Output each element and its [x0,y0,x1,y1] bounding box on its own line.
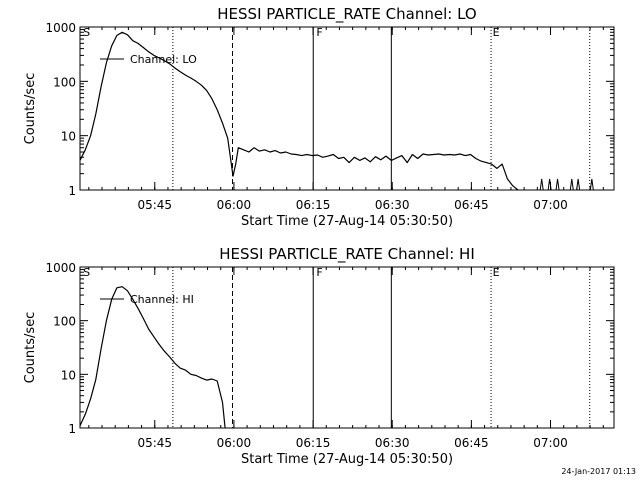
x-tick-label: 06:30 [375,436,410,450]
x-tick-label: 06:15 [296,198,331,212]
legend-label: Channel: HI [130,293,194,306]
flag-label: F [316,266,322,279]
spike-mark [569,178,574,191]
series-line [79,31,519,191]
y-tick-label: 1 [68,422,76,436]
y-tick-label: 100 [53,75,76,89]
flag-label: E [493,266,500,279]
x-tick-label: 06:45 [454,198,489,212]
chart-title: HESSI PARTICLE_RATE Channel: HI [219,245,475,264]
x-tick-label: 05:45 [137,436,172,450]
spike-mark [539,178,544,191]
panel-channel-hi: HESSI PARTICLE_RATE Channel: HI Start Ti… [23,245,615,467]
x-axis-label: Start Time (27-Aug-14 05:30:50) [241,452,453,467]
legend-label: Channel: LO [130,53,197,66]
x-tick-label: 06:00 [217,198,252,212]
x-tick-label: 07:00 [533,198,568,212]
y-axis-label: Counts/sec [23,73,38,145]
y-tick-label: 1000 [45,21,76,35]
y-tick-label: 10 [61,130,76,144]
spike-mark [555,178,560,191]
x-tick-label: 06:45 [454,436,489,450]
chart-title: HESSI PARTICLE_RATE Channel: LO [217,5,476,24]
flag-label: E [493,26,500,39]
y-tick-label: 1 [68,184,76,198]
panel-channel-lo: HESSI PARTICLE_RATE Channel: LO Start Ti… [23,5,615,229]
series-line [79,286,226,429]
flag-label: S [83,266,90,279]
x-tick-label: 05:45 [137,198,172,212]
plot-frame [79,26,615,191]
x-tick-label: 06:15 [296,436,331,450]
y-tick-label: 10 [61,368,76,382]
spike-mark [547,178,552,191]
plot-frame [79,266,615,429]
y-tick-label: 100 [53,315,76,329]
x-tick-label: 06:30 [375,198,410,212]
spike-mark [576,178,581,191]
flag-label: S [83,26,90,39]
flag-label: F [316,26,322,39]
render-timestamp: 24-Jan-2017 01:13 [561,467,636,476]
spike-mark [589,178,594,191]
y-tick-label: 1000 [45,261,76,275]
x-axis-label: Start Time (27-Aug-14 05:30:50) [241,214,453,229]
x-tick-label: 07:00 [533,436,568,450]
y-axis-label: Counts/sec [23,312,38,384]
x-tick-label: 06:00 [217,436,252,450]
